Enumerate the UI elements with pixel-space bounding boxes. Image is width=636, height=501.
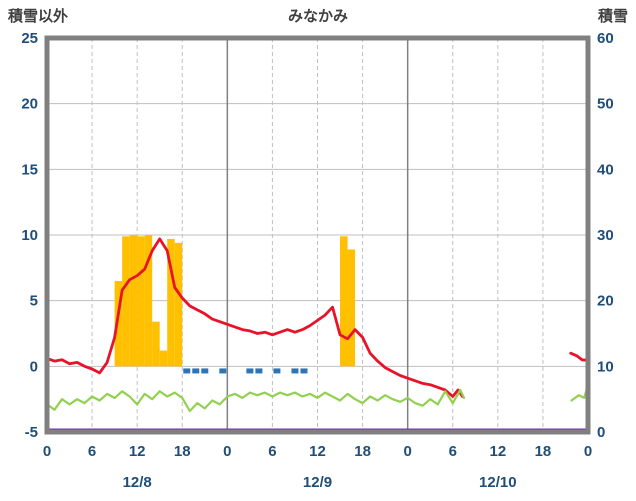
svg-text:20: 20 bbox=[21, 96, 38, 113]
svg-text:12/8: 12/8 bbox=[123, 474, 152, 491]
svg-text:6: 6 bbox=[449, 443, 457, 460]
svg-text:0: 0 bbox=[43, 443, 51, 460]
svg-text:60: 60 bbox=[597, 30, 614, 47]
svg-text:18: 18 bbox=[174, 443, 191, 460]
svg-text:50: 50 bbox=[597, 96, 614, 113]
svg-text:10: 10 bbox=[597, 358, 614, 375]
svg-text:-5: -5 bbox=[25, 424, 38, 441]
svg-text:0: 0 bbox=[403, 443, 411, 460]
left-axis-tick-labels: 25 20 15 10 5 0 -5 bbox=[21, 30, 38, 441]
svg-text:18: 18 bbox=[354, 443, 371, 460]
svg-text:12: 12 bbox=[309, 443, 326, 460]
plot-frame bbox=[44, 35, 591, 435]
temperature-line bbox=[45, 237, 590, 398]
snowfall-marks bbox=[183, 368, 308, 374]
x-axis-tick-labels: 0 6 12 18 0 6 12 18 0 6 12 18 0 bbox=[43, 443, 592, 460]
x-axis-date-labels: 12/8 12/9 12/10 bbox=[123, 474, 517, 491]
svg-text:20: 20 bbox=[597, 293, 614, 310]
svg-text:0: 0 bbox=[584, 443, 592, 460]
svg-text:0: 0 bbox=[597, 424, 605, 441]
vertical-gridlines bbox=[91, 38, 544, 432]
svg-text:10: 10 bbox=[21, 227, 38, 244]
svg-text:15: 15 bbox=[21, 161, 38, 178]
svg-text:30: 30 bbox=[597, 227, 614, 244]
svg-text:12/10: 12/10 bbox=[479, 474, 517, 491]
svg-text:40: 40 bbox=[597, 161, 614, 178]
svg-text:6: 6 bbox=[88, 443, 96, 460]
precipitation-bars bbox=[114, 235, 356, 367]
svg-text:0: 0 bbox=[223, 443, 231, 460]
svg-text:5: 5 bbox=[30, 293, 38, 310]
svg-text:12/9: 12/9 bbox=[303, 474, 332, 491]
svg-text:12: 12 bbox=[129, 443, 146, 460]
svg-text:12: 12 bbox=[489, 443, 506, 460]
svg-text:18: 18 bbox=[535, 443, 552, 460]
right-axis-tick-labels: 60 50 40 30 20 10 0 bbox=[597, 30, 614, 441]
svg-text:25: 25 bbox=[21, 30, 38, 47]
svg-text:0: 0 bbox=[30, 358, 38, 375]
svg-text:6: 6 bbox=[268, 443, 276, 460]
